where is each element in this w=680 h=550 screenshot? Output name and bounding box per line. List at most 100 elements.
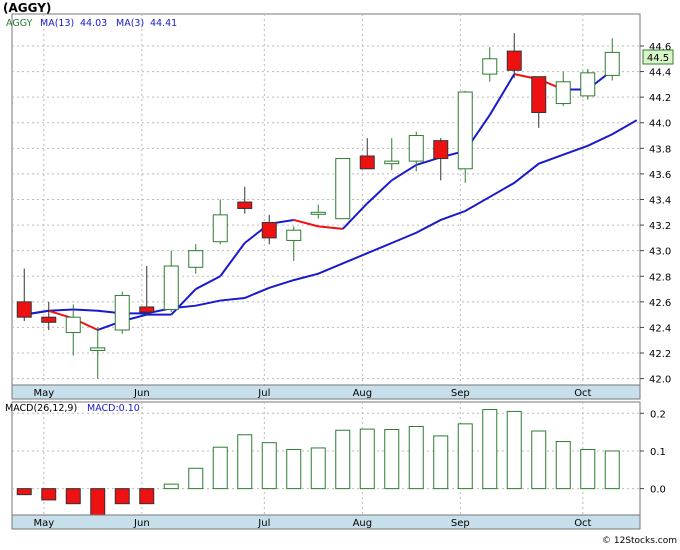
ma3-segment	[219, 242, 246, 277]
macd-bar	[531, 430, 547, 490]
price-legend: AGGY MA(13) 44.03 MA(3) 44.41	[6, 18, 177, 29]
ma3-segment	[318, 225, 343, 230]
candle-body	[531, 76, 547, 114]
macd-bar	[506, 410, 522, 490]
price-tick-label: 43.2	[649, 221, 671, 232]
macd-bar	[261, 442, 277, 490]
macd-bar	[433, 435, 449, 490]
macd-bar	[335, 429, 351, 490]
price-tick-label: 42.6	[649, 298, 671, 309]
price-month-label: Aug	[353, 388, 373, 399]
price-grid	[11, 13, 641, 386]
candle-body	[237, 201, 253, 209]
candle-body	[65, 316, 81, 334]
price-tick-label: 42.8	[649, 272, 671, 283]
candle-body	[163, 265, 179, 311]
price-tick-label: 42.0	[649, 375, 671, 386]
macd-date-band	[11, 514, 641, 530]
price-tick-label: 44.0	[649, 119, 671, 130]
price-month-label: May	[34, 388, 55, 399]
price-tick-label: 44.4	[649, 68, 671, 79]
macd-bar	[359, 428, 375, 490]
macd-bar	[384, 428, 400, 490]
macd-month-label: Oct	[574, 518, 591, 529]
macd-bar	[408, 425, 424, 490]
candle-body	[188, 250, 204, 268]
macd-bar	[139, 488, 155, 505]
ma3-segment	[391, 164, 417, 182]
price-plot-area	[11, 13, 641, 386]
macd-bar	[555, 441, 571, 490]
candle-body	[604, 51, 620, 76]
legend-ma13-label: MA(13)	[40, 18, 74, 29]
candle-body	[41, 316, 57, 323]
ma3-segment	[488, 73, 516, 116]
macd-bar	[286, 448, 302, 490]
legend-ma3-value: 44.41	[150, 18, 177, 29]
macd-bar	[310, 447, 326, 490]
macd-bar	[65, 488, 81, 505]
macd-month-label: Sep	[451, 518, 470, 529]
price-tick-label: 43.4	[649, 196, 671, 207]
price-tick-label: 42.2	[649, 349, 671, 360]
ma3-segment	[342, 202, 368, 230]
macd-bar	[90, 488, 106, 516]
candle-body	[555, 81, 571, 105]
macd-bar	[482, 409, 498, 490]
last-price-tag	[642, 49, 674, 65]
price-tick-label: 43.6	[649, 170, 671, 181]
candle-body	[580, 72, 596, 97]
price-tick-label: 42.4	[649, 323, 671, 334]
macd-bar	[188, 467, 204, 490]
macd-bar	[163, 483, 179, 490]
legend-macd-value: MACD:0.10	[87, 403, 140, 414]
price-month-label: Jun	[133, 388, 150, 399]
macd-bar	[457, 423, 473, 490]
candle-body	[212, 214, 228, 243]
price-date-band	[11, 384, 641, 400]
price-month-label: Oct	[574, 388, 591, 399]
macd-month-label: Jun	[133, 518, 150, 529]
macd-bar	[237, 434, 253, 490]
candle-body	[90, 347, 106, 351]
legend-ma13-value: 44.03	[80, 18, 107, 29]
candle-body	[457, 91, 473, 170]
macd-month-label: Jul	[257, 518, 270, 529]
candle-body	[310, 211, 326, 215]
macd-tick-label: 0.2	[650, 409, 666, 420]
macd-bar	[580, 448, 596, 490]
candle-body	[16, 301, 32, 318]
price-candles	[16, 33, 620, 379]
price-tick-label: 43.0	[649, 247, 671, 258]
ma3-segment	[293, 219, 319, 228]
price-month-label: Sep	[451, 388, 470, 399]
ma3-segment	[195, 275, 221, 290]
legend-symbol: AGGY	[6, 18, 33, 29]
macd-bars	[16, 409, 620, 516]
ma3-segment	[170, 288, 197, 316]
legend-macd-label: MACD(26,12,9)	[5, 403, 77, 414]
macd-tick-label: 0.1	[650, 447, 666, 458]
macd-bar	[604, 450, 620, 490]
macd-axis: 0.0 0.1 0.2 May Jun Jul Aug Sep Oct	[11, 409, 666, 530]
price-axis: 42.0 42.2 42.4 42.6 42.8 43.0 43.2 43.4 43.6 43.8…	[11, 42, 671, 400]
candle-body	[114, 294, 130, 331]
price-month-label: Jul	[257, 388, 270, 399]
macd-tick-label: 0.0	[650, 485, 666, 496]
candle-body	[261, 222, 277, 239]
macd-bar	[16, 488, 32, 496]
ma3-segment	[366, 179, 393, 205]
price-tick-label: 44.6	[649, 42, 671, 53]
candle-body	[286, 229, 302, 241]
candle-body	[506, 50, 522, 71]
candle-body	[359, 155, 375, 170]
macd-month-label: May	[34, 518, 55, 529]
macd-legend: MACD(26,12,9) MACD:0.10	[5, 403, 140, 414]
chart-title: (AGGY)	[3, 1, 51, 15]
macd-bar	[41, 488, 57, 501]
candle-body	[433, 140, 449, 160]
candle-body	[408, 135, 424, 162]
price-tick-label: 43.8	[649, 144, 671, 155]
